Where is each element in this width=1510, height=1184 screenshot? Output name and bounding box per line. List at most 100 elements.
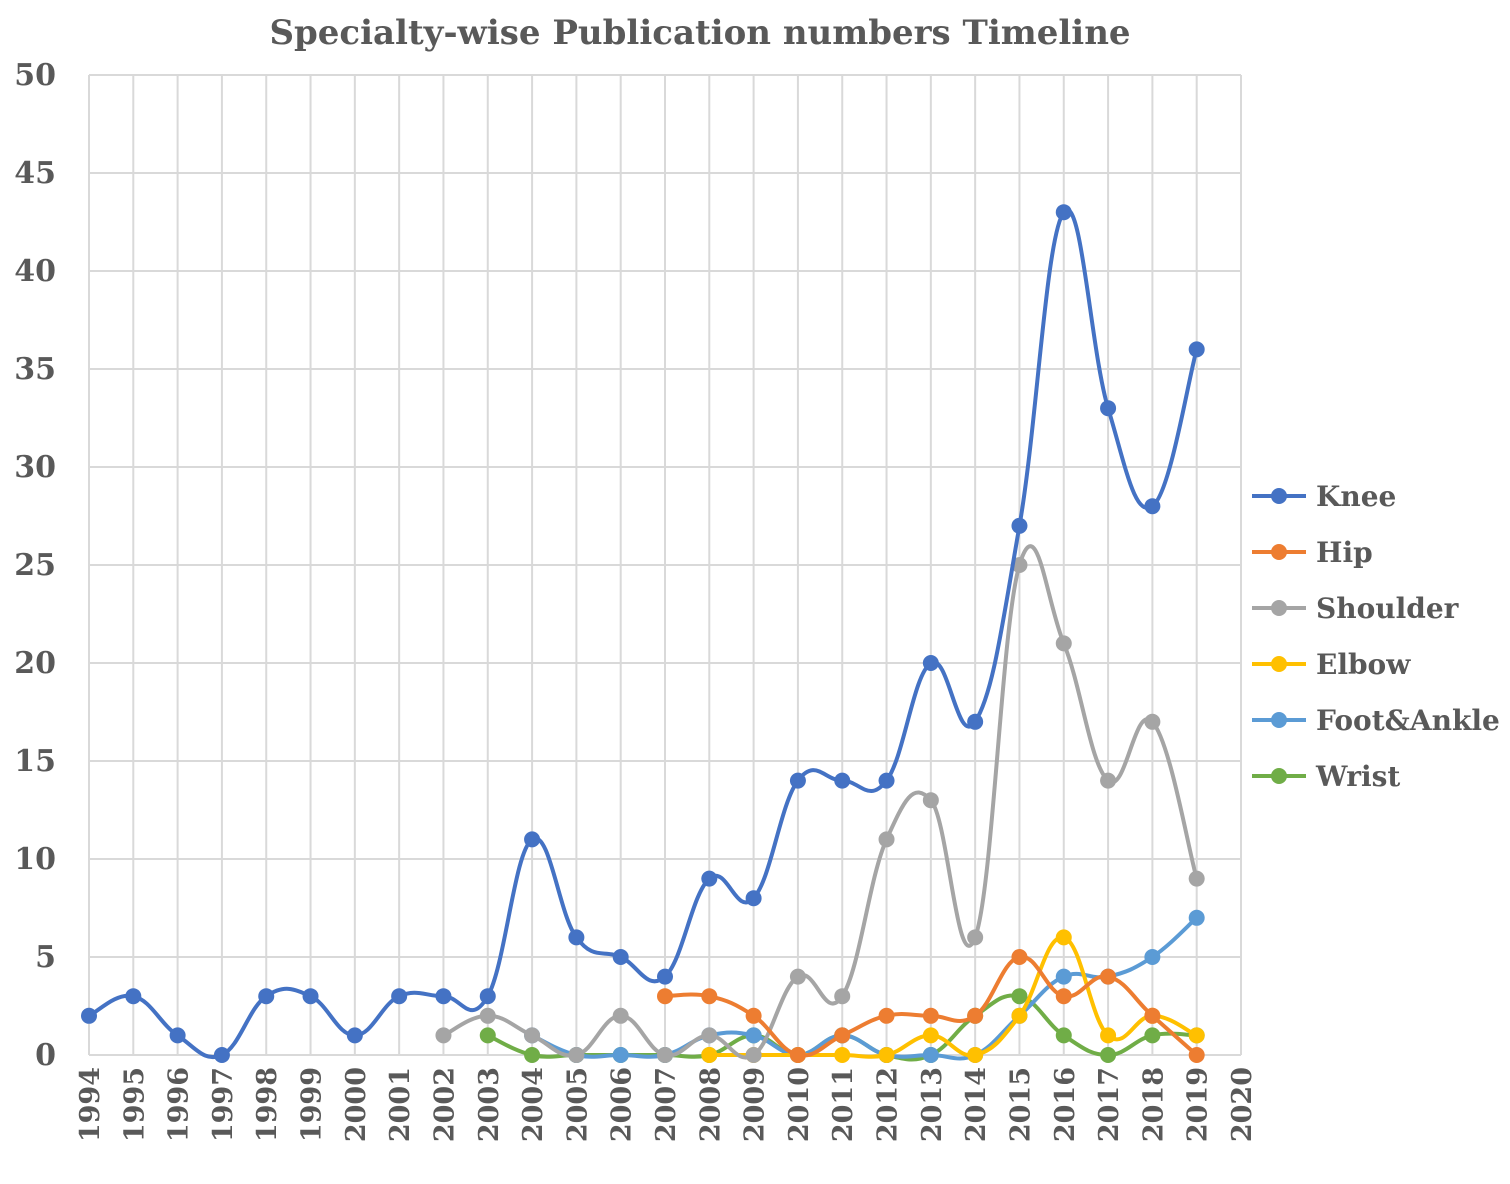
data-point <box>524 1047 541 1063</box>
legend-swatch-marker <box>1271 600 1287 616</box>
legend-label: Hip <box>1316 536 1373 569</box>
data-point <box>657 1047 673 1063</box>
x-tick-label: 2013 <box>917 1067 948 1142</box>
y-tick-label: 30 <box>14 450 56 485</box>
data-point <box>878 1047 895 1063</box>
x-tick-label: 2017 <box>1094 1067 1125 1142</box>
data-point <box>435 1027 452 1044</box>
data-point <box>878 831 895 848</box>
data-point <box>302 988 319 1005</box>
data-point <box>701 1027 718 1044</box>
x-tick-label: 2002 <box>429 1067 460 1142</box>
data-point <box>1100 772 1117 789</box>
data-point <box>524 831 541 848</box>
series-knee <box>81 204 1205 1063</box>
series-elbow <box>701 929 1205 1063</box>
data-point <box>967 1047 984 1063</box>
data-point <box>346 1027 363 1044</box>
data-point <box>1188 909 1205 926</box>
data-point <box>745 1007 762 1024</box>
data-point <box>479 988 496 1005</box>
data-point <box>1011 988 1028 1005</box>
data-point <box>169 1027 186 1044</box>
x-tick-label: 1998 <box>252 1067 283 1142</box>
data-point <box>612 1047 629 1063</box>
data-point <box>479 1007 496 1024</box>
y-tick-label: 45 <box>14 156 56 191</box>
y-tick-label: 50 <box>14 58 56 93</box>
data-point <box>967 1007 984 1024</box>
legend-swatch-marker <box>1271 768 1287 784</box>
x-tick-label: 1995 <box>119 1067 150 1142</box>
x-tick-label: 2009 <box>740 1067 771 1142</box>
x-tick-label: 2010 <box>784 1067 815 1142</box>
data-point <box>612 949 629 965</box>
data-point <box>922 792 939 809</box>
x-tick-label: 2012 <box>873 1067 904 1142</box>
x-tick-label: 2011 <box>828 1067 859 1142</box>
data-point <box>1055 988 1072 1005</box>
data-point <box>657 988 673 1005</box>
y-axis-tick-labels: 0 5 10 15 20 25 30 35 40 45 50 <box>14 58 56 1073</box>
data-point <box>1055 929 1072 946</box>
data-point <box>789 772 806 789</box>
data-point <box>1144 1007 1161 1024</box>
series-line <box>87 207 1199 1059</box>
legend: Knee Hip Shoulder Elbow Foot&Ankle Wrist <box>1252 480 1500 793</box>
data-point <box>1055 1027 1072 1044</box>
legend-swatch-marker <box>1271 656 1287 672</box>
data-point <box>1100 1027 1117 1044</box>
data-point <box>1011 1007 1028 1024</box>
data-point <box>1144 498 1161 515</box>
legend-label: Elbow <box>1316 648 1411 681</box>
legend-item: Elbow <box>1252 648 1411 681</box>
chart-title: Specialty-wise Publication numbers Timel… <box>269 13 1130 53</box>
x-tick-label: 2008 <box>695 1067 726 1142</box>
legend-swatch-marker <box>1271 488 1287 504</box>
y-tick-label: 5 <box>35 940 56 975</box>
x-tick-label: 1997 <box>208 1067 239 1142</box>
legend-item: Wrist <box>1252 760 1400 793</box>
x-tick-label: 2001 <box>385 1067 416 1142</box>
y-tick-label: 10 <box>14 842 56 877</box>
x-tick-label: 2005 <box>562 1067 593 1142</box>
data-point <box>125 988 142 1005</box>
data-point <box>1011 517 1028 534</box>
data-point <box>834 1027 851 1044</box>
data-point <box>81 1007 97 1024</box>
x-tick-label: 1999 <box>297 1067 328 1142</box>
data-point <box>568 929 585 946</box>
data-point <box>1188 341 1205 358</box>
legend-swatch-marker <box>1271 712 1287 728</box>
data-point <box>878 772 895 789</box>
data-point <box>967 929 984 946</box>
x-tick-label: 2006 <box>607 1067 638 1142</box>
x-tick-label: 2016 <box>1050 1067 1081 1142</box>
data-point <box>1055 635 1072 652</box>
y-tick-label: 0 <box>35 1038 56 1073</box>
data-point <box>745 890 762 907</box>
data-point <box>479 1027 496 1044</box>
data-point <box>834 772 851 789</box>
data-point <box>391 988 408 1005</box>
legend-label: Foot&Ankle <box>1316 704 1500 737</box>
series-hip <box>657 949 1205 1063</box>
legend-item: Knee <box>1252 480 1396 513</box>
data-point <box>745 1027 762 1044</box>
data-point <box>213 1047 230 1063</box>
legend-label: Wrist <box>1315 760 1400 793</box>
data-point <box>834 1047 851 1063</box>
x-tick-label: 1994 <box>75 1067 106 1142</box>
data-point <box>1188 1027 1205 1044</box>
data-point <box>745 1047 762 1063</box>
data-point <box>1055 968 1072 985</box>
x-tick-label: 2019 <box>1183 1067 1214 1142</box>
x-tick-label: 2003 <box>474 1067 505 1142</box>
data-point <box>612 1007 629 1024</box>
series-shoulder <box>435 544 1205 1063</box>
data-point <box>1144 1027 1161 1044</box>
y-tick-label: 15 <box>14 744 56 779</box>
data-point <box>1188 1047 1205 1063</box>
legend-item: Foot&Ankle <box>1252 704 1500 737</box>
